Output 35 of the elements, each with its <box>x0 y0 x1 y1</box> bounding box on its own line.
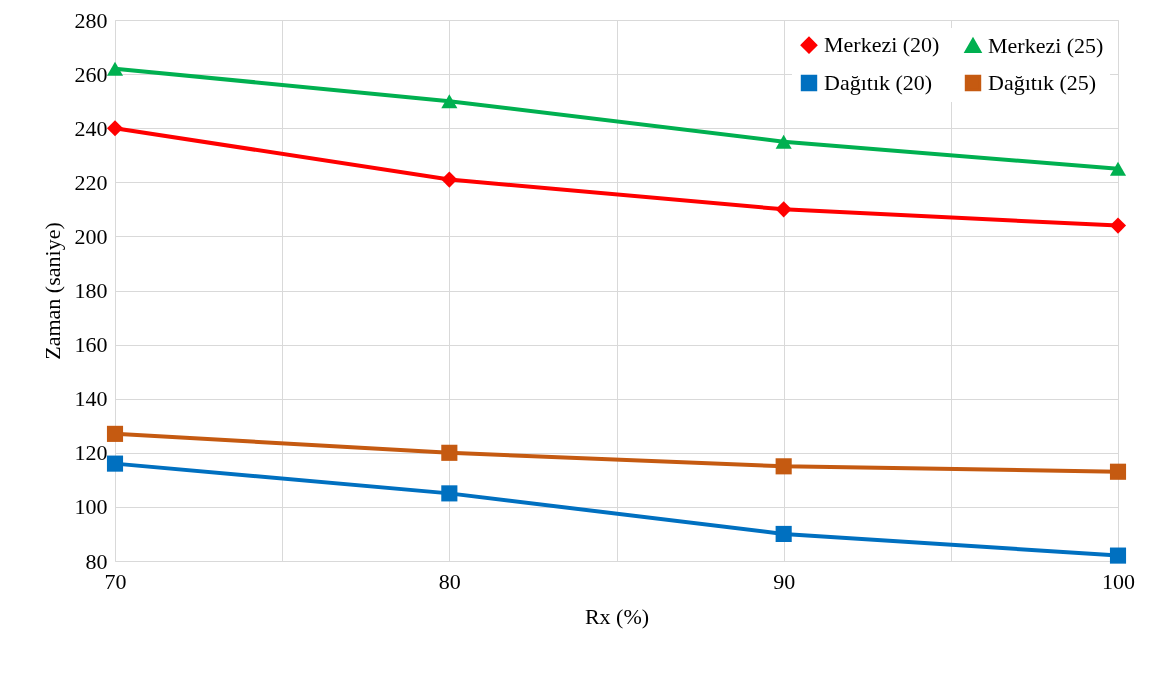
y-tick-label: 100 <box>74 494 108 520</box>
x-tick-label: 90 <box>773 568 796 594</box>
x-axis-title: Rx (%) <box>584 603 650 629</box>
point <box>1109 547 1127 564</box>
point <box>775 525 792 543</box>
point <box>106 61 124 76</box>
y-axis-title: Zaman (saniye) <box>39 222 65 360</box>
point <box>441 444 458 461</box>
point <box>775 201 792 218</box>
point <box>775 458 792 475</box>
y-tick-label: 220 <box>74 169 108 195</box>
point <box>1109 217 1127 234</box>
y-tick-label: 140 <box>74 386 108 412</box>
legend-label: Dağıtık (25) <box>988 70 1097 95</box>
y-tick-label: 180 <box>74 278 108 303</box>
point <box>106 455 124 472</box>
point <box>441 94 458 109</box>
legend-label: Merkezi (20) <box>824 32 940 58</box>
y-tick-label: 260 <box>74 61 108 87</box>
y-tick-label: 240 <box>74 115 108 141</box>
legend-label: Dağıtık (20) <box>824 70 933 95</box>
point <box>106 425 124 442</box>
point <box>441 485 458 502</box>
x-tick-label: 80 <box>438 568 461 594</box>
x-tick-label: 100 <box>1102 568 1135 594</box>
legend-label: Merkezi (25) <box>988 32 1104 58</box>
point <box>441 171 458 188</box>
y-tick-label: 200 <box>74 223 108 249</box>
y-tick-label: 280 <box>74 7 108 33</box>
point <box>1109 161 1127 176</box>
y-tick-label: 160 <box>74 332 108 358</box>
point <box>106 120 124 137</box>
point <box>775 134 792 149</box>
point <box>1109 463 1127 480</box>
y-tick-label: 120 <box>74 440 108 466</box>
